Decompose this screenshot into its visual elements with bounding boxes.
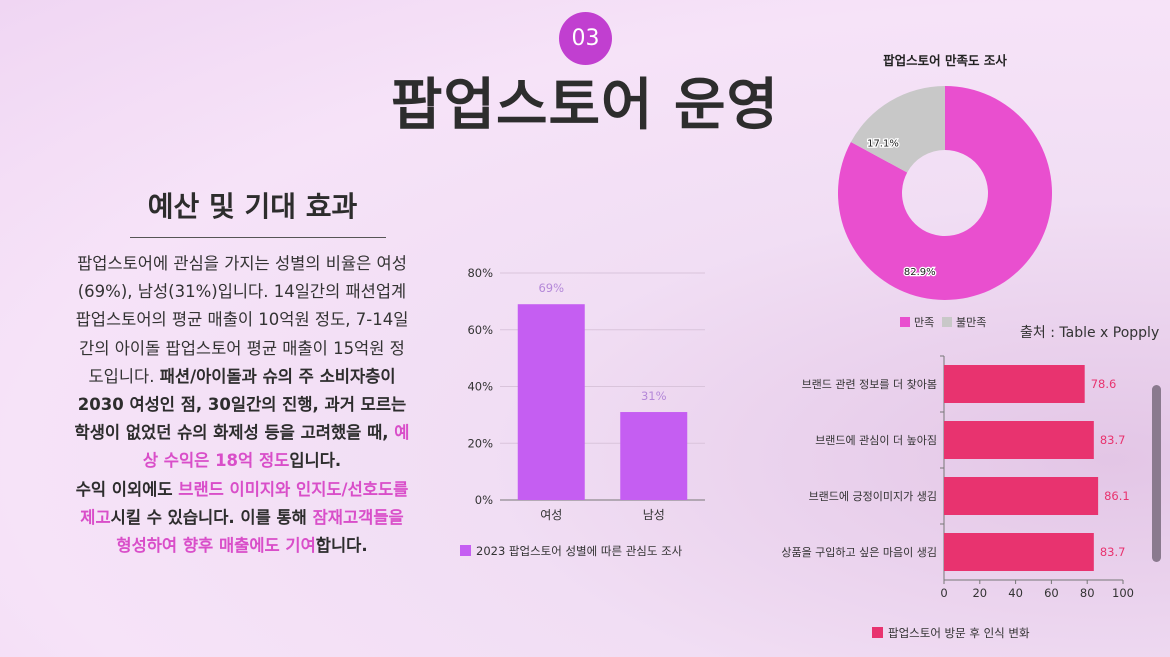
legend-swatch-dissatisfied — [942, 317, 952, 327]
section-subtitle: 예산 및 기대 효과 — [147, 190, 358, 223]
hbar-xtick-label: 40 — [1008, 586, 1023, 600]
hbar-xtick-label: 20 — [972, 586, 987, 600]
hbar-legend-label: 팝업스토어 방문 후 인식 변화 — [888, 626, 1030, 640]
hbar-bar — [944, 477, 1099, 515]
hbar-xtick-label: 60 — [1044, 586, 1059, 600]
hbar-value-label: 83.7 — [1100, 433, 1126, 447]
body-paragraph: 팝업스토어에 관심을 가지는 성별의 비율은 여성(69%), 남성(31%)입… — [72, 250, 412, 560]
hbar-xtick-label: 0 — [940, 586, 947, 600]
source-citation: 출처 : Table x Popply — [1020, 325, 1160, 341]
hbar-xtick-label: 100 — [1112, 586, 1134, 600]
vbar-ytick-label: 0% — [475, 493, 493, 507]
hbar-category-label: 상품을 구입하고 싶은 마음이 생김 — [781, 545, 937, 559]
body-text-2: 패션/아이돌과 슈의 주 소비자층이 2030 여성인 점, 30일간의 진행,… — [74, 366, 407, 443]
donut-chart-title: 팝업스토어 만족도 조사 — [883, 53, 1007, 68]
hbar-xtick-label: 80 — [1080, 586, 1095, 600]
body-text-1: 팝업스토어에 관심을 가지는 성별의 비율은 여성(69%), 남성(31%)입… — [75, 254, 409, 386]
highlight-expected-revenue: 예상 수익은 18억 정도 — [142, 423, 410, 471]
vbar-ytick-label: 40% — [467, 380, 493, 394]
body-text-5: 시킬 수 있습니다. 이를 통해 — [110, 507, 313, 527]
vbar-legend-label: 2023 팝업스토어 성별에 따른 관심도 조사 — [476, 544, 683, 558]
vbar-category-label: 여성 — [540, 508, 562, 522]
vbar-legend-swatch — [460, 545, 471, 556]
body-text-6: 합니다. — [315, 536, 368, 556]
legend-swatch-satisfied — [900, 317, 910, 327]
hbar-category-label: 브랜드에 관심이 더 높아짐 — [815, 434, 937, 447]
hbar-value-label: 78.6 — [1091, 377, 1117, 391]
section-number-badge: 03 — [559, 12, 612, 65]
donut-label-dissatisfied: 17.1% — [867, 138, 899, 149]
perception-change-bar-chart: 0 20 40 60 80 100 78.6 브랜드 관련 정보를 더 찾아봄 83.7 브랜드에… — [781, 355, 1134, 640]
hbar-category-label: 브랜드 관련 정보를 더 찾아봄 — [802, 378, 937, 391]
vbar-bar — [620, 412, 688, 500]
legend-label-dissatisfied: 불만족 — [956, 316, 986, 329]
legend-label-satisfied: 만족 — [914, 316, 934, 329]
donut-slice-dissatisfied — [850, 86, 945, 173]
gender-interest-bar-chart: 0% 20% 40% 60% 80% 69% 여성 31% 남성 2023 팝업스토어 성별에 따… — [460, 266, 705, 558]
vbar-category-label: 남성 — [643, 508, 665, 522]
body-text-4: 수익 이외에도 — [75, 479, 179, 499]
donut-slice-satisfied — [838, 86, 1052, 300]
vbar-value-label: 31% — [641, 389, 667, 403]
hbar-value-label: 83.7 — [1100, 545, 1126, 559]
scrollbar-thumb[interactable] — [1152, 385, 1161, 562]
body-text-3: 입니다. — [289, 451, 342, 471]
subtitle-divider — [130, 237, 386, 238]
page-title: 팝업스토어 운영 — [390, 73, 780, 138]
hbar-bar — [944, 365, 1085, 403]
hbar-bar — [944, 421, 1094, 459]
hbar-legend-swatch — [872, 627, 883, 638]
hbar-value-label: 86.1 — [1104, 489, 1130, 503]
vbar-ytick-label: 80% — [467, 266, 493, 280]
vbar-value-label: 69% — [538, 281, 564, 295]
satisfaction-donut-chart: 팝업스토어 만족도 조사 82.9% 17.1% 만족 불만족 — [838, 53, 1052, 329]
vbar-ytick-label: 60% — [467, 323, 493, 337]
hbar-bar — [944, 533, 1094, 571]
highlight-potential-customers: 잠재고객들을 형성하여 향후 매출에도 기여 — [116, 507, 404, 556]
vbar-ytick-label: 20% — [467, 436, 493, 450]
vbar-bar — [517, 304, 585, 500]
highlight-brand-image: 브랜드 이미지와 인지도/선호도를 제고 — [80, 479, 409, 527]
donut-label-satisfied: 82.9% — [904, 267, 936, 278]
hbar-category-label: 브랜드에 긍정이미지가 생김 — [809, 490, 937, 503]
